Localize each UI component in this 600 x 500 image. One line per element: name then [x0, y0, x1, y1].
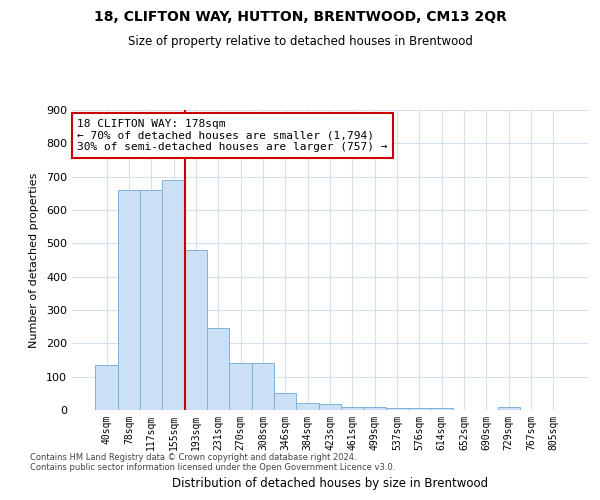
Bar [95, 365, 118, 410]
Bar [140, 190, 163, 410]
Bar [386, 408, 408, 410]
Text: Contains HM Land Registry data © Crown copyright and database right 2024.: Contains HM Land Registry data © Crown c… [30, 454, 356, 462]
Bar [319, 404, 341, 410]
Bar [229, 364, 252, 410]
Bar [431, 408, 453, 410]
Y-axis label: Number of detached properties: Number of detached properties [29, 172, 39, 348]
Bar [274, 394, 296, 410]
Bar [163, 180, 185, 410]
Bar [207, 328, 229, 410]
Bar [252, 364, 274, 410]
Bar [341, 406, 364, 410]
Text: 18, CLIFTON WAY, HUTTON, BRENTWOOD, CM13 2QR: 18, CLIFTON WAY, HUTTON, BRENTWOOD, CM13… [94, 10, 506, 24]
Bar [185, 250, 207, 410]
Text: Distribution of detached houses by size in Brentwood: Distribution of detached houses by size … [172, 477, 488, 490]
Bar [296, 402, 319, 410]
Text: Size of property relative to detached houses in Brentwood: Size of property relative to detached ho… [128, 35, 472, 48]
Text: 18 CLIFTON WAY: 178sqm
← 70% of detached houses are smaller (1,794)
30% of semi-: 18 CLIFTON WAY: 178sqm ← 70% of detached… [77, 119, 388, 152]
Bar [408, 408, 431, 410]
Bar [118, 190, 140, 410]
Bar [497, 408, 520, 410]
Bar [364, 406, 386, 410]
Text: Contains public sector information licensed under the Open Government Licence v3: Contains public sector information licen… [30, 464, 395, 472]
